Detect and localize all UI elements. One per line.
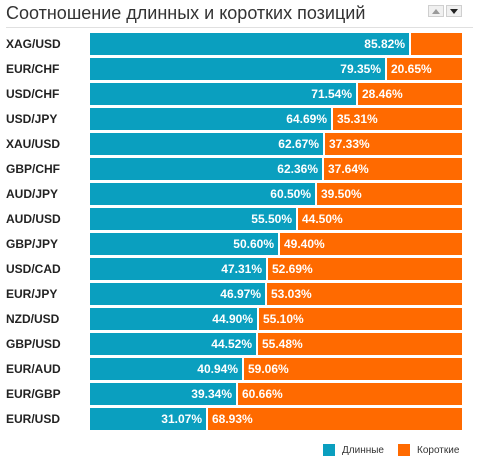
chart-row: EUR/CHF 79.35% 20.65% <box>0 58 479 80</box>
category-label: EUR/JPY <box>6 287 58 301</box>
chart-row: GBP/CHF 62.36% 37.64% <box>0 158 479 180</box>
stacked-bar: 47.31% 52.69% <box>90 258 462 280</box>
bar-short: 28.46% <box>358 83 462 105</box>
category-label: USD/CAD <box>6 262 61 276</box>
bar-long: 46.97% <box>90 283 265 305</box>
bar-short: 44.50% <box>298 208 462 230</box>
bar-long: 44.52% <box>90 333 256 355</box>
stacked-bar: 60.50% 39.50% <box>90 183 462 205</box>
chart-row: XAU/USD 62.67% 37.33% <box>0 133 479 155</box>
chart-row: USD/JPY 64.69% 35.31% <box>0 108 479 130</box>
stacked-bar: 62.67% 37.33% <box>90 133 462 155</box>
triangle-up-icon <box>432 8 440 14</box>
bar-long: 60.50% <box>90 183 315 205</box>
bar-long: 50.60% <box>90 233 278 255</box>
bar-long: 39.34% <box>90 383 236 405</box>
bar-short: 68.93% <box>208 408 462 430</box>
bar-short: 60.66% <box>238 383 462 405</box>
legend-swatch-long <box>323 444 335 456</box>
chart-row: AUD/USD 55.50% 44.50% <box>0 208 479 230</box>
chart-row: EUR/USD 31.07% 68.93% <box>0 408 479 430</box>
bar-long: 55.50% <box>90 208 296 230</box>
category-label: EUR/USD <box>6 412 61 426</box>
bar-long: 85.82% <box>90 33 409 55</box>
bar-long: 64.69% <box>90 108 331 130</box>
stacked-bar: 46.97% 53.03% <box>90 283 462 305</box>
category-label: USD/JPY <box>6 112 58 126</box>
bar-short: 37.64% <box>324 158 462 180</box>
chart-row: NZD/USD 44.90% 55.10% <box>0 308 479 330</box>
chart-row: USD/CHF 71.54% 28.46% <box>0 83 479 105</box>
stacked-bar: 44.90% 55.10% <box>90 308 462 330</box>
category-label: XAG/USD <box>6 37 61 51</box>
stacked-bar: 62.36% 37.64% <box>90 158 462 180</box>
stacked-bar: 31.07% 68.93% <box>90 408 462 430</box>
chart-row: GBP/USD 44.52% 55.48% <box>0 333 479 355</box>
bar-short: 39.50% <box>317 183 462 205</box>
stacked-bar: 39.34% 60.66% <box>90 383 462 405</box>
category-label: NZD/USD <box>6 312 60 326</box>
chart-row: XAG/USD 85.82% <box>0 33 479 55</box>
bar-short: 37.33% <box>325 133 462 155</box>
bar-long: 44.90% <box>90 308 257 330</box>
bar-long: 31.07% <box>90 408 206 430</box>
bar-long: 62.67% <box>90 133 323 155</box>
title-divider <box>6 27 473 28</box>
chart-row: USD/CAD 47.31% 52.69% <box>0 258 479 280</box>
category-label: GBP/JPY <box>6 237 59 251</box>
bar-long: 79.35% <box>90 58 385 80</box>
chart-row: EUR/AUD 40.94% 59.06% <box>0 358 479 380</box>
chart-row: EUR/GBP 39.34% 60.66% <box>0 383 479 405</box>
category-label: XAU/USD <box>6 137 61 151</box>
chart-row: EUR/JPY 46.97% 53.03% <box>0 283 479 305</box>
chart-title: Соотношение длинных и коротких позиций <box>6 3 366 23</box>
stacked-bar: 55.50% 44.50% <box>90 208 462 230</box>
bar-long: 71.54% <box>90 83 356 105</box>
bar-short: 53.03% <box>267 283 462 305</box>
sort-controls <box>428 5 462 17</box>
category-label: GBP/CHF <box>6 162 60 176</box>
sort-up-button[interactable] <box>428 5 444 17</box>
stacked-bar: 71.54% 28.46% <box>90 83 462 105</box>
bar-long: 40.94% <box>90 358 242 380</box>
bar-short: 35.31% <box>333 108 462 130</box>
bar-short <box>411 33 462 55</box>
bar-short: 49.40% <box>280 233 462 255</box>
bar-short: 59.06% <box>244 358 462 380</box>
bar-short: 55.10% <box>259 308 462 330</box>
stacked-bar: 64.69% 35.31% <box>90 108 462 130</box>
bar-short: 55.48% <box>258 333 462 355</box>
bar-long: 47.31% <box>90 258 266 280</box>
category-label: EUR/AUD <box>6 362 61 376</box>
category-label: AUD/USD <box>6 212 61 226</box>
category-label: EUR/GBP <box>6 387 61 401</box>
legend-label-short: Короткие <box>417 444 460 456</box>
bar-short: 20.65% <box>387 58 462 80</box>
category-label: GBP/USD <box>6 337 61 351</box>
category-label: EUR/CHF <box>6 62 60 76</box>
stacked-bar: 40.94% 59.06% <box>90 358 462 380</box>
category-label: AUD/JPY <box>6 187 59 201</box>
bar-long: 62.36% <box>90 158 322 180</box>
chart-row: AUD/JPY 60.50% 39.50% <box>0 183 479 205</box>
stacked-bar: 85.82% <box>90 33 462 55</box>
bar-short: 52.69% <box>268 258 462 280</box>
triangle-down-icon <box>450 8 458 14</box>
stacked-bar: 44.52% 55.48% <box>90 333 462 355</box>
sort-down-button[interactable] <box>446 5 462 17</box>
legend-item-short: Короткие <box>398 444 459 456</box>
legend-swatch-short <box>398 444 410 456</box>
stacked-bar: 79.35% 20.65% <box>90 58 462 80</box>
chart-row: GBP/JPY 50.60% 49.40% <box>0 233 479 255</box>
legend-item-long: Длинные <box>323 444 384 456</box>
stacked-bar: 50.60% 49.40% <box>90 233 462 255</box>
category-label: USD/CHF <box>6 87 60 101</box>
legend-label-long: Длинные <box>342 444 384 456</box>
